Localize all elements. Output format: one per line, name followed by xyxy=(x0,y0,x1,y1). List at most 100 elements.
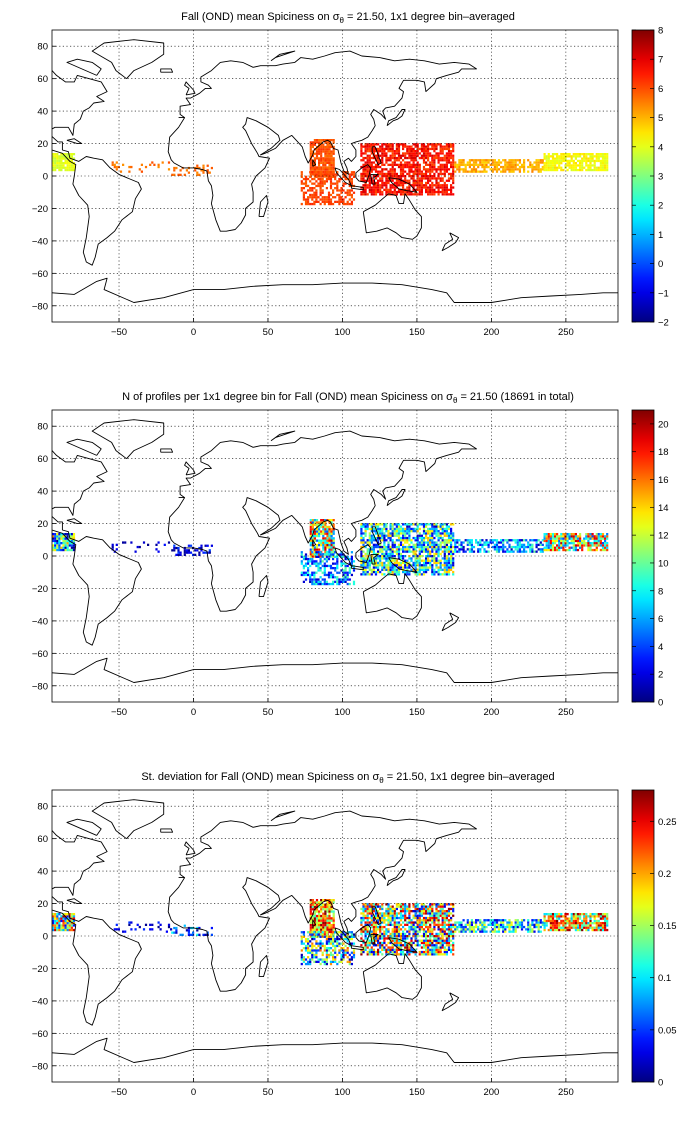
map-cell xyxy=(487,159,490,162)
map-cell xyxy=(340,553,343,556)
map-cell xyxy=(570,157,573,160)
map-cell xyxy=(364,570,367,574)
map-cell xyxy=(368,941,371,945)
map-cell xyxy=(307,956,310,959)
map-cell xyxy=(352,953,356,957)
map-cell xyxy=(326,143,329,146)
map-cell xyxy=(319,582,322,586)
map-cell xyxy=(377,953,380,956)
map-cell xyxy=(360,536,363,540)
map-cell xyxy=(466,541,469,544)
map-cell xyxy=(320,152,323,155)
map-cell xyxy=(399,937,403,940)
map-cell xyxy=(431,523,434,526)
map-cell xyxy=(324,541,327,544)
map-cell xyxy=(326,901,329,904)
map-cell xyxy=(395,925,398,929)
map-cell xyxy=(391,559,394,562)
map-cell xyxy=(327,956,331,959)
map-cell xyxy=(399,527,403,531)
map-cell xyxy=(115,168,118,171)
map-cell xyxy=(589,159,592,163)
map-cell xyxy=(408,525,411,528)
map-cell xyxy=(399,154,403,157)
map-cell xyxy=(439,914,442,917)
map-cell xyxy=(334,940,337,943)
map-cell xyxy=(439,564,442,567)
map-cell xyxy=(54,166,57,169)
map-cell xyxy=(416,921,419,924)
map-cell xyxy=(408,150,411,153)
map-cell xyxy=(416,163,419,166)
map-cell xyxy=(441,903,444,906)
map-cell xyxy=(593,162,596,165)
map-cell xyxy=(429,168,432,171)
map-cell xyxy=(366,916,369,920)
map-cell xyxy=(414,550,417,553)
map-cell xyxy=(510,548,513,551)
map-cell xyxy=(391,545,394,549)
map-cell xyxy=(437,172,440,176)
map-cell xyxy=(604,539,607,543)
x-tick-label: 100 xyxy=(335,707,351,718)
map-cell xyxy=(433,937,436,940)
map-cell xyxy=(344,951,347,954)
map-cell xyxy=(560,533,563,536)
map-cell xyxy=(597,533,600,536)
map-cell xyxy=(315,200,318,203)
map-cell xyxy=(360,523,363,526)
map-cell xyxy=(412,928,415,931)
map-cell xyxy=(317,582,320,586)
map-cell xyxy=(350,962,353,966)
map-cell xyxy=(397,184,401,187)
map-cell xyxy=(431,944,434,947)
map-cell xyxy=(427,145,430,148)
map-cell xyxy=(445,910,448,913)
map-cell xyxy=(391,543,394,546)
map-cell xyxy=(381,573,384,576)
map-cell xyxy=(502,548,505,551)
map-cell xyxy=(72,919,76,923)
map-cell xyxy=(441,564,444,567)
map-cell xyxy=(379,559,382,562)
map-cell xyxy=(56,915,59,918)
map-cell xyxy=(360,561,363,565)
map-cell xyxy=(387,170,390,173)
coastline-madagascar xyxy=(258,195,269,218)
map-cell xyxy=(370,145,373,148)
map-cell xyxy=(418,573,421,576)
map-cell xyxy=(429,527,432,531)
map-cell xyxy=(350,200,353,203)
map-cell xyxy=(324,525,327,529)
map-cell xyxy=(346,951,349,954)
map-cell xyxy=(516,168,519,171)
map-cell xyxy=(516,543,519,546)
map-cell xyxy=(389,550,392,553)
map-cell xyxy=(318,523,321,526)
map-cell xyxy=(381,168,384,171)
map-cell xyxy=(418,916,421,920)
map-cell xyxy=(368,541,371,544)
colorbar-tick-label: 14 xyxy=(658,503,669,514)
map-cell xyxy=(425,534,428,537)
map-cell xyxy=(383,916,386,920)
map-cell xyxy=(539,543,542,546)
map-cell xyxy=(416,181,419,185)
map-cell xyxy=(66,542,69,545)
map-cell xyxy=(319,187,322,190)
map-cell xyxy=(427,948,430,951)
map-cell xyxy=(374,944,378,947)
map-cell xyxy=(374,532,378,535)
map-cell xyxy=(66,155,69,158)
map-cell xyxy=(497,545,501,549)
map-cell xyxy=(458,168,461,171)
map-cell xyxy=(326,935,329,938)
map-cell xyxy=(462,159,465,162)
map-cell xyxy=(64,928,67,932)
map-cell xyxy=(441,190,444,194)
map-cell xyxy=(309,525,312,529)
map-cell xyxy=(313,141,316,144)
map-cell xyxy=(315,139,319,142)
map-cell xyxy=(72,168,76,172)
map-cell xyxy=(445,570,448,574)
